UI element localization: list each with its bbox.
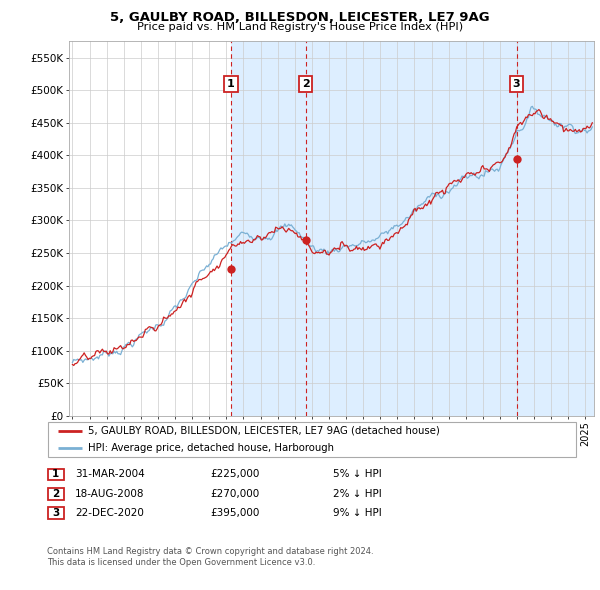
Text: 3: 3: [513, 78, 520, 88]
Text: HPI: Average price, detached house, Harborough: HPI: Average price, detached house, Harb…: [88, 444, 334, 453]
Text: 5, GAULBY ROAD, BILLESDON, LEICESTER, LE7 9AG (detached house): 5, GAULBY ROAD, BILLESDON, LEICESTER, LE…: [88, 426, 439, 435]
FancyBboxPatch shape: [48, 422, 576, 457]
Text: This data is licensed under the Open Government Licence v3.0.: This data is licensed under the Open Gov…: [47, 558, 315, 566]
FancyBboxPatch shape: [48, 488, 64, 500]
Text: Contains HM Land Registry data © Crown copyright and database right 2024.: Contains HM Land Registry data © Crown c…: [47, 547, 373, 556]
Bar: [517, 41, 594, 416]
Text: 2: 2: [302, 78, 310, 88]
Text: 9% ↓ HPI: 9% ↓ HPI: [333, 509, 382, 518]
Text: 22-DEC-2020: 22-DEC-2020: [75, 509, 144, 518]
Text: 5% ↓ HPI: 5% ↓ HPI: [333, 470, 382, 479]
FancyBboxPatch shape: [48, 507, 64, 519]
Text: £395,000: £395,000: [210, 509, 259, 518]
Text: 5, GAULBY ROAD, BILLESDON, LEICESTER, LE7 9AG: 5, GAULBY ROAD, BILLESDON, LEICESTER, LE…: [110, 11, 490, 24]
Text: 2% ↓ HPI: 2% ↓ HPI: [333, 489, 382, 499]
Text: 18-AUG-2008: 18-AUG-2008: [75, 489, 145, 499]
Bar: [305, 41, 517, 416]
Text: 2: 2: [52, 489, 59, 499]
Text: £225,000: £225,000: [210, 470, 259, 479]
FancyBboxPatch shape: [48, 468, 64, 480]
Text: £270,000: £270,000: [210, 489, 259, 499]
Text: 1: 1: [227, 78, 235, 88]
Bar: [230, 41, 305, 416]
Text: 1: 1: [52, 470, 59, 479]
Text: 3: 3: [52, 509, 59, 518]
Text: Price paid vs. HM Land Registry's House Price Index (HPI): Price paid vs. HM Land Registry's House …: [137, 22, 463, 32]
Text: 31-MAR-2004: 31-MAR-2004: [75, 470, 145, 479]
